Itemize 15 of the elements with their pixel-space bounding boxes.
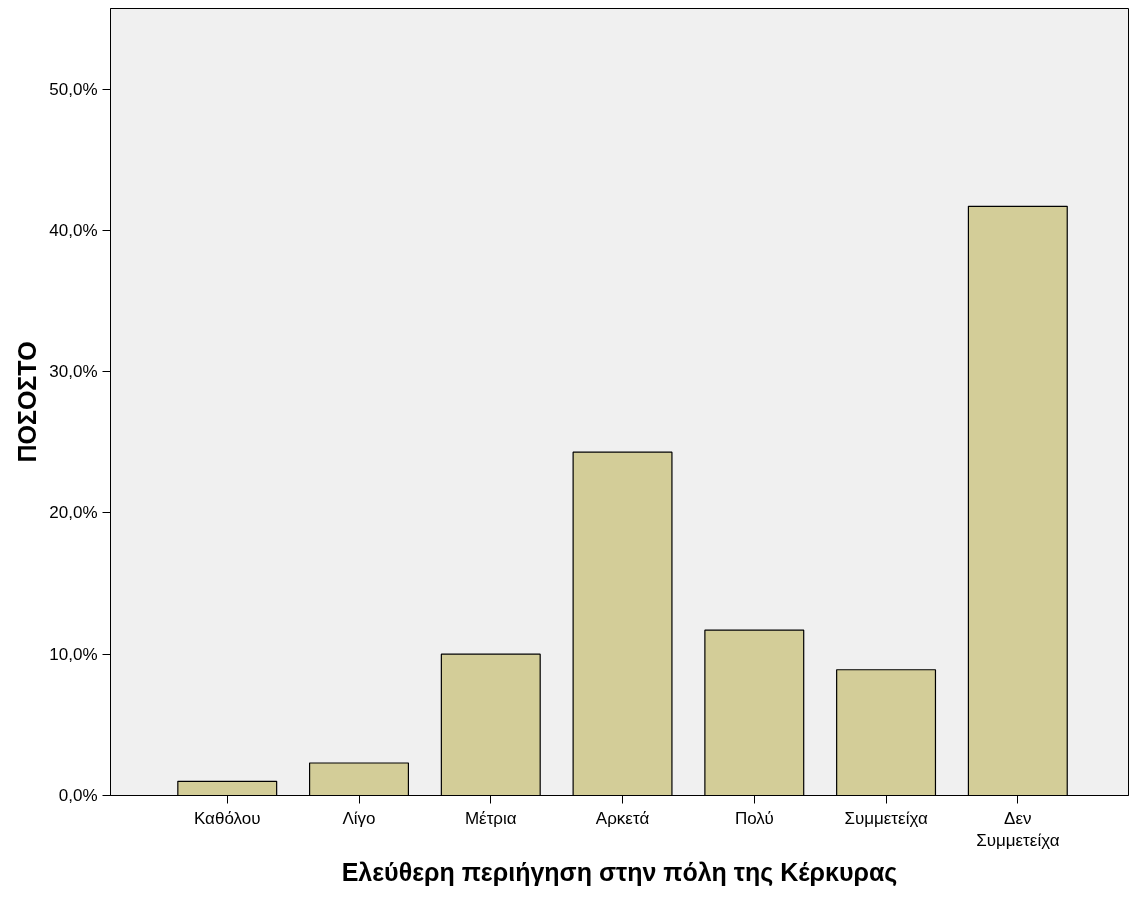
y-tick-label: 30,0%: [49, 362, 98, 382]
x-tick-label: Μέτρια: [464, 808, 517, 828]
y-tick-label: 40,0%: [49, 220, 98, 240]
y-tick-label: 10,0%: [49, 644, 98, 664]
x-tick-label: Αρκετά: [595, 808, 650, 828]
x-tick-label: Πολύ: [734, 808, 774, 828]
x-tick-label: Δεν Συμμετείχα: [976, 808, 1060, 851]
x-axis-title: Ελεύθερη περιήγηση στην πόλη της Κέρκυρας: [341, 858, 898, 888]
x-tick-label: Συμμετείχα: [844, 808, 928, 828]
y-tick-label: 20,0%: [49, 503, 98, 523]
y-axis-title: ΠΟΣΟΣΤΟ: [13, 341, 42, 463]
x-tick-label: Καθόλου: [193, 808, 261, 828]
y-tick-label: 0,0%: [58, 786, 98, 805]
x-tick-label: Λίγο: [342, 808, 376, 828]
y-tick-label: 50,0%: [49, 79, 98, 99]
